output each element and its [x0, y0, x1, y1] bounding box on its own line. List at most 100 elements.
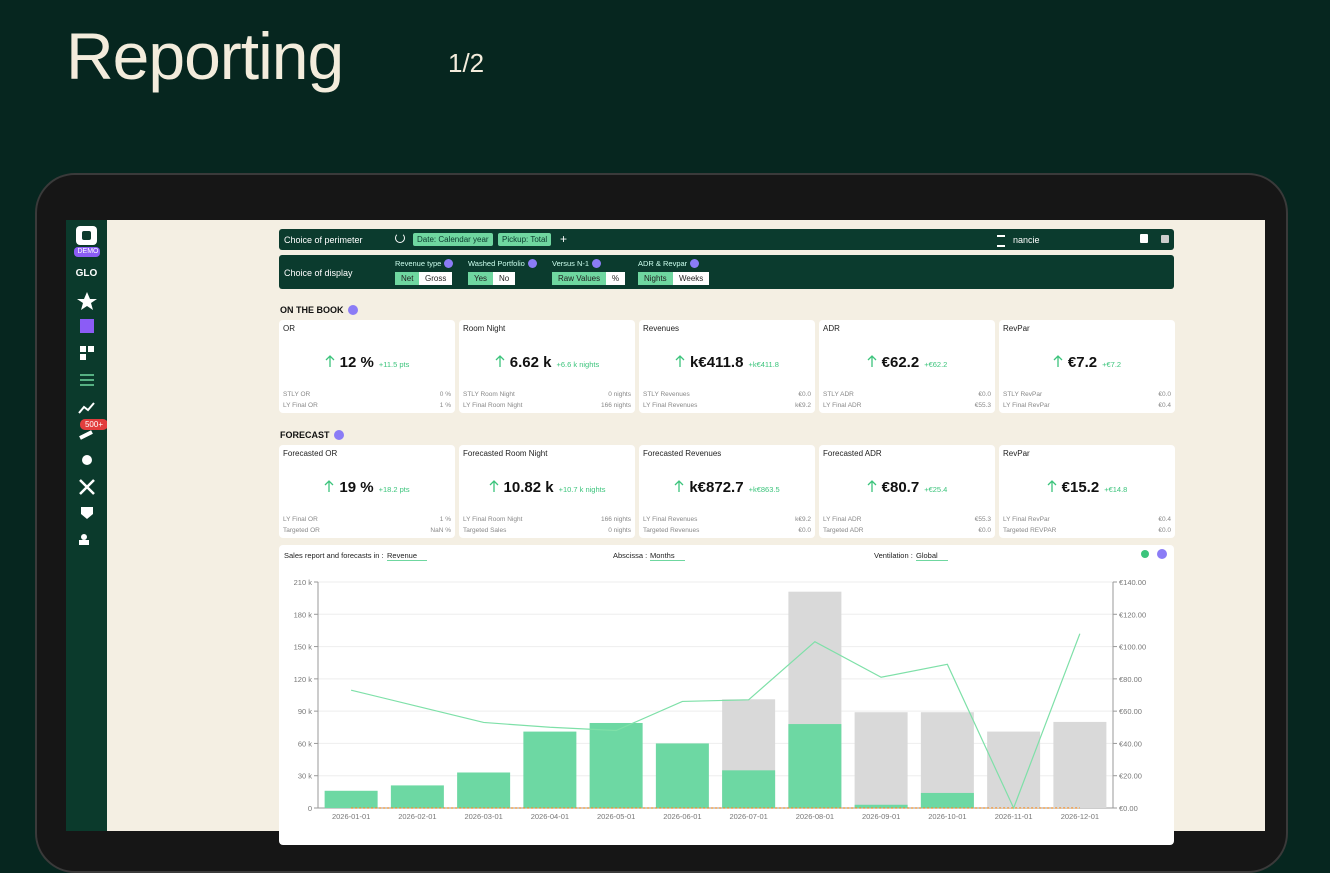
display-label: Choice of display [284, 268, 353, 278]
info-icon [348, 305, 358, 315]
page: Reporting 1/2 (() => { const data = JSON… [35, 19, 1288, 873]
x-tick-label: 2026-07-01 [729, 812, 767, 821]
option-toggle[interactable]: Net [395, 272, 420, 285]
nav-icon[interactable] [88, 346, 94, 352]
option-title: Revenue type [395, 259, 442, 268]
option-toggle[interactable]: No [493, 272, 516, 285]
option-toggle[interactable]: Yes [468, 272, 494, 285]
y-tick-label: 120 k [294, 675, 313, 684]
kpi-title: Revenues [643, 324, 680, 333]
kpi-card: Forecasted ADR €80.7 +€25.4 LY Final ADR €55… [819, 445, 995, 538]
bar [655, 743, 709, 808]
option-toggle[interactable]: Raw Values [552, 272, 607, 285]
sidebar [66, 220, 108, 831]
kpi-main: €15.2 +€14.8 [999, 479, 1175, 496]
user-name[interactable]: nancie [1013, 235, 1040, 245]
nav-icon[interactable] [79, 479, 95, 495]
nav-icon[interactable] [81, 507, 93, 519]
kpi-delta: +€7.2 [1102, 360, 1122, 369]
option-toggle[interactable]: Weeks [673, 272, 710, 285]
kpi-card: Forecasted OR 19 % +18.2 pts LY Final OR 1 %… [279, 445, 455, 538]
kpi-row-value: k€9.2 [795, 516, 811, 523]
nav-icon[interactable] [79, 430, 93, 440]
nav-icon[interactable] [79, 540, 89, 545]
user-icon [997, 235, 1005, 247]
kpi-row-label: Targeted OR [283, 527, 320, 534]
nav-icon[interactable] [78, 402, 95, 414]
filter-chip[interactable]: Pickup: Total [498, 233, 552, 246]
kpi-row-value: €0.0 [798, 391, 811, 398]
kpi-row-value: k€9.2 [795, 402, 811, 409]
kpi-row-value: 0 nights [608, 391, 631, 398]
save-icon[interactable] [1161, 235, 1169, 243]
kpi-value: €15.2 [1061, 479, 1100, 496]
reset-icon[interactable] [395, 233, 405, 243]
kpi-row-value: 1 % [439, 516, 451, 523]
add-filter[interactable]: + [560, 232, 568, 246]
kpi-row-label: LY Final OR [283, 402, 318, 409]
x-tick-label: 2026-05-01 [597, 812, 635, 821]
option-title: Versus N-1 [552, 259, 590, 268]
up-arrow [324, 480, 334, 492]
logo-mark [82, 231, 91, 240]
kpi-row-label: LY Final Revenues [643, 516, 698, 523]
filter-chip[interactable]: Date: Calendar year [413, 233, 493, 246]
section-title: ON THE BOOK [280, 305, 344, 315]
up-arrow [674, 480, 684, 492]
kpi-title: RevPar [1003, 324, 1030, 333]
favorites-icon[interactable] [77, 292, 97, 310]
kpi-main: €80.7 +€25.4 [819, 479, 995, 496]
report-label: Sales report and forecasts in : [284, 551, 384, 560]
y2-tick-label: €120.00 [1119, 610, 1146, 619]
report-select[interactable]: Revenue [387, 551, 428, 561]
kpi-main: 19 % +18.2 pts [279, 479, 455, 496]
kpi-card: Forecasted Revenues k€872.7 +k€863.5 LY Fin… [639, 445, 815, 538]
option-toggle[interactable]: Nights [638, 272, 673, 285]
line [350, 633, 1081, 810]
option-toggle[interactable]: % [606, 272, 626, 285]
x-tick-label: 2026-12-01 [1061, 812, 1099, 821]
nav-icon[interactable] [80, 354, 86, 360]
nav-icon[interactable] [80, 346, 86, 352]
kpi-value: 12 % [339, 354, 374, 371]
y2-tick-label: €0.00 [1119, 804, 1138, 813]
info-icon [592, 259, 601, 268]
kpi-delta: +€14.8 [1104, 485, 1128, 494]
option-title: Washed Portfolio [468, 259, 525, 268]
kpi-delta: +6.6 k nights [556, 360, 600, 369]
settings-icon[interactable] [1141, 550, 1149, 558]
kpi-title: ADR [823, 324, 840, 333]
copy-icon[interactable] [1140, 234, 1148, 243]
up-arrow [325, 355, 335, 367]
bar [788, 724, 842, 808]
kpi-card: OR 12 % +11.5 pts STLY OR 0 % LY Final OR 1 % [279, 320, 455, 413]
nav-icon[interactable] [80, 319, 94, 333]
bar [390, 785, 444, 808]
kpi-delta: +€62.2 [924, 360, 948, 369]
kpi-row-value: €0.4 [1158, 402, 1171, 409]
y2-tick-label: €80.00 [1119, 675, 1142, 684]
nav-icon[interactable] [80, 374, 94, 386]
option-toggle[interactable]: Gross [419, 272, 453, 285]
abscissa-select[interactable]: Months [650, 551, 685, 561]
x-tick-label: 2026-04-01 [531, 812, 569, 821]
kpi-row-label: STLY RevPar [1003, 391, 1043, 398]
info-icon [528, 259, 537, 268]
kpi-value: k€872.7 [689, 479, 744, 496]
settings-icon[interactable] [82, 455, 92, 465]
kpi-main: 10.82 k +10.7 k nights [459, 479, 635, 496]
nav-icon[interactable] [81, 534, 87, 540]
chart: 0 30 k 60 k 90 k 120 k 150 k 180 k 210 k €0.00 €2… [294, 578, 1146, 821]
kpi-card: ADR €62.2 +€62.2 STLY ADR €0.0 LY Final ADR €5… [819, 320, 995, 413]
up-arrow [1053, 355, 1063, 367]
workspace[interactable]: GLO [75, 268, 98, 279]
up-arrow [1047, 480, 1057, 492]
bar [920, 792, 974, 808]
notification-badge [80, 419, 108, 430]
info-icon[interactable] [1157, 549, 1167, 559]
kpi-row-label: Targeted Sales [463, 527, 507, 534]
kpi-row-value: 166 nights [601, 516, 631, 523]
up-arrow [867, 355, 877, 367]
ventilation-select[interactable]: Global [916, 551, 948, 561]
ventilation-label: Ventilation : [874, 551, 913, 560]
